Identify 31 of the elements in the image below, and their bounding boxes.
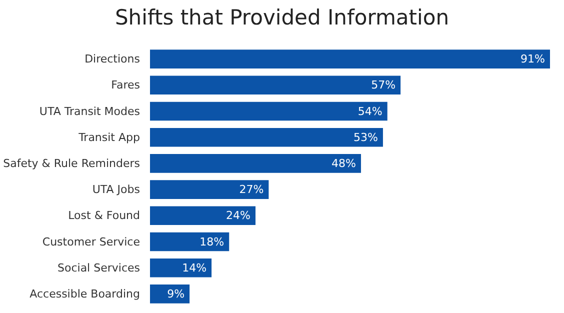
bar — [150, 102, 388, 121]
data-label: 53% — [354, 130, 378, 144]
data-label: 24% — [226, 209, 250, 222]
y-tick-label: Transit App — [78, 130, 140, 144]
y-tick-label: UTA Transit Modes — [39, 104, 140, 118]
bar — [150, 128, 383, 147]
bar — [150, 50, 550, 68]
bar — [150, 232, 230, 252]
chart-title: Shifts that Provided Information — [114, 6, 450, 30]
y-tick-label: Fares — [111, 78, 140, 92]
bar — [150, 154, 361, 173]
y-tick-label: Accessible Boarding — [30, 287, 140, 300]
bar — [150, 180, 269, 199]
data-label: 14% — [182, 261, 207, 274]
y-tick-label: UTA Jobs — [92, 183, 140, 196]
bar — [150, 206, 256, 226]
data-label: 54% — [358, 104, 382, 118]
data-label: 57% — [371, 78, 396, 92]
data-label: 18% — [200, 235, 224, 248]
y-tick-label: Customer Service — [42, 235, 140, 248]
bar — [150, 258, 212, 278]
y-tick-label: Lost & Found — [68, 209, 140, 222]
data-label: 91% — [520, 52, 545, 66]
y-tick-label: Safety & Rule Reminders — [3, 156, 140, 170]
data-label: 9% — [167, 287, 185, 300]
bar — [150, 284, 190, 304]
data-label: 27% — [239, 183, 264, 196]
y-tick-label: Directions — [84, 52, 140, 66]
y-tick-label: Social Services — [58, 261, 140, 274]
bar — [150, 76, 401, 95]
data-label: 48% — [332, 156, 356, 170]
